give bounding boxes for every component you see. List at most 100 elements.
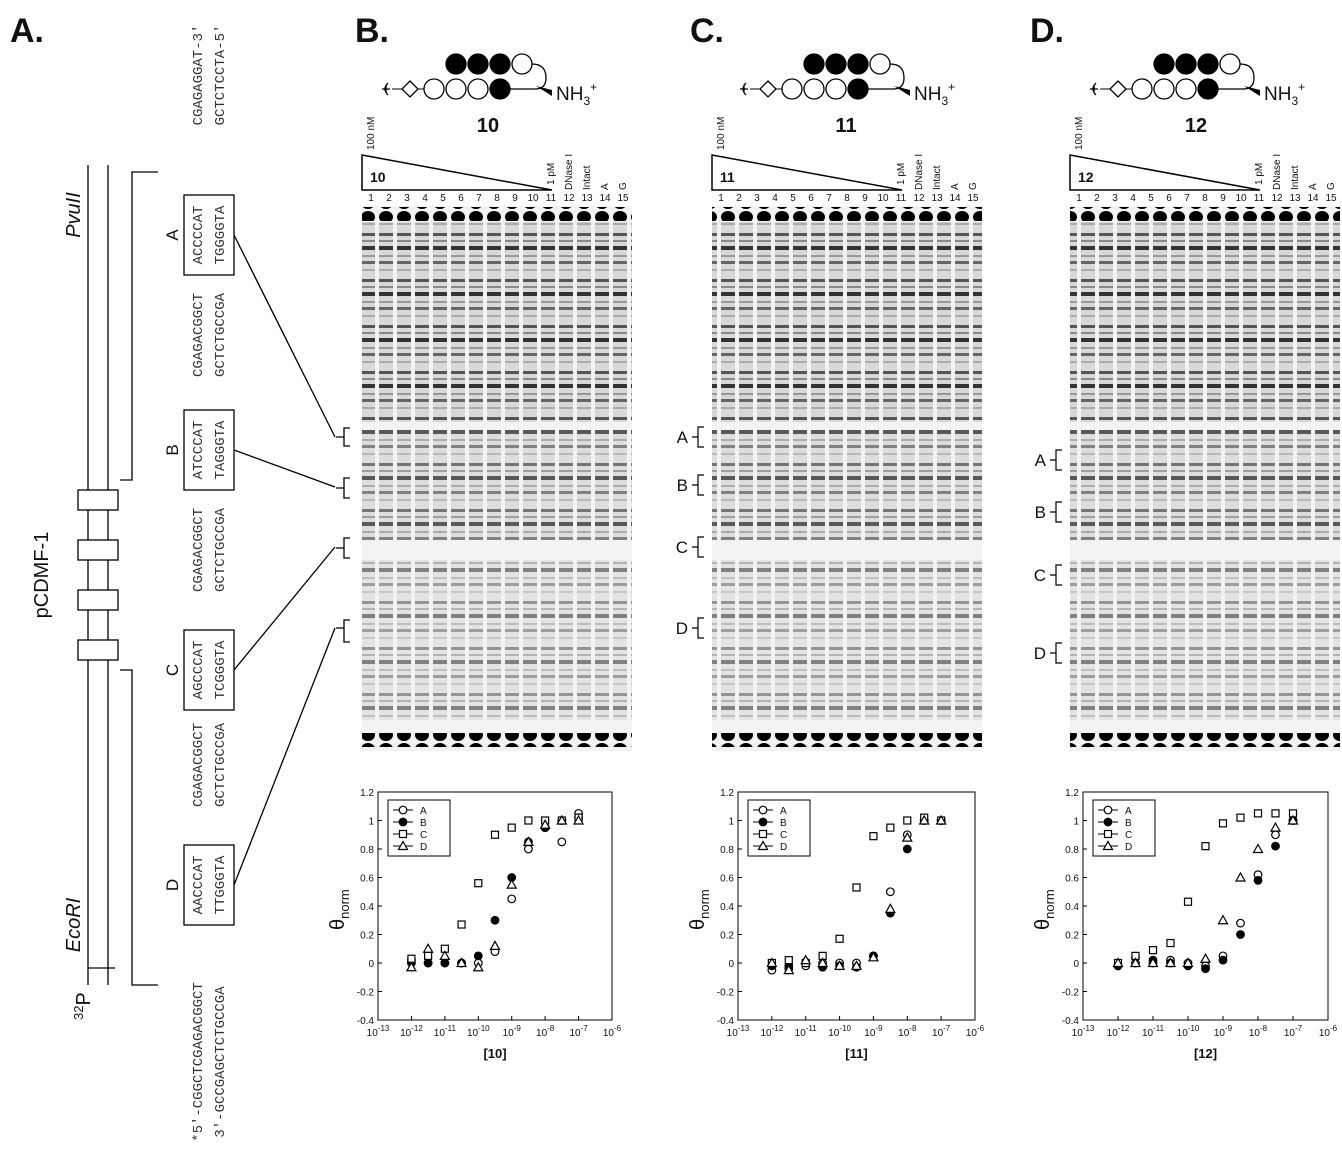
- tick-exponent: -6: [614, 1024, 622, 1033]
- tick-exponent: -8: [909, 1024, 917, 1033]
- tick-base: 10: [467, 1028, 479, 1039]
- site-bracket: [692, 536, 704, 558]
- lane-number: 15: [1325, 193, 1337, 204]
- legend-marker: [757, 840, 769, 851]
- marker: [407, 954, 416, 963]
- tick-base: 10: [503, 1028, 515, 1039]
- lane-label: G: [618, 182, 629, 190]
- marker: [405, 961, 417, 972]
- marker: [1201, 964, 1210, 974]
- tick-exponent: -7: [581, 1024, 589, 1033]
- marker: [1112, 957, 1124, 968]
- x-axis-label: [12]: [1194, 1046, 1217, 1061]
- marker: [422, 943, 434, 953]
- sequence-top: *5'-CGGCTCGAGACGGCT: [191, 982, 207, 1142]
- tick-base: 10: [828, 1028, 840, 1039]
- tick-base: 10: [727, 1028, 739, 1039]
- wedge: [711, 154, 903, 191]
- site-bracket: [692, 474, 704, 496]
- marker: [1218, 955, 1228, 965]
- marker: [817, 957, 829, 968]
- x-tick-label: 10-12: [400, 1024, 423, 1039]
- y-tick-label: -0.2: [357, 988, 375, 999]
- marker: [524, 816, 533, 825]
- marker: [1183, 897, 1193, 906]
- x-tick-label: 10-6: [966, 1024, 985, 1039]
- lane-number: 3: [1112, 193, 1118, 204]
- marker: [1148, 946, 1158, 955]
- legend-label: B: [780, 818, 787, 829]
- site-bracket: [692, 617, 704, 639]
- x-tick-label: 10-10: [1177, 1024, 1200, 1039]
- lane-number: 12: [913, 193, 925, 204]
- lane-number: 4: [772, 193, 778, 204]
- amine-sub: 3: [1291, 94, 1298, 108]
- legend-label: A: [420, 806, 427, 817]
- y-tick-label: 0: [728, 959, 734, 970]
- gel-bands: [362, 430, 632, 540]
- y-label-sub: norm: [697, 889, 712, 919]
- y-tick-label: 0.4: [360, 902, 374, 913]
- sequence-bottom: GCTCTCCTA-5': [213, 25, 229, 126]
- marker: [490, 915, 500, 925]
- isotope-label: 32P: [71, 992, 95, 1020]
- gel-wells: [1070, 733, 1340, 747]
- lane-label: G: [1326, 182, 1337, 190]
- gel-bands: [712, 430, 982, 540]
- lane-number: 10: [527, 193, 539, 204]
- molecule: [1089, 53, 1261, 100]
- lane-number: 6: [1166, 193, 1172, 204]
- sequence-top: CGAGACGGCT: [191, 293, 207, 377]
- wedge-label: 11: [720, 169, 735, 185]
- wedge: [1069, 154, 1261, 191]
- lane-number: 3: [754, 193, 760, 204]
- lane-number: 11: [896, 193, 907, 204]
- lane-label: G: [968, 182, 979, 190]
- lane-number: 10: [1235, 193, 1247, 204]
- marker: [850, 960, 863, 970]
- y-tick-label: 0.6: [1065, 874, 1079, 885]
- amine-charge: +: [590, 80, 597, 94]
- amine-base: NH: [556, 84, 583, 105]
- y-label-symbol: θ: [687, 919, 709, 930]
- marker: [902, 844, 912, 854]
- marker: [506, 878, 518, 889]
- sequence-bottom: GCTCTGCCGA: [213, 722, 229, 807]
- tick-exponent: -12: [411, 1024, 423, 1033]
- enzyme-label: EcoRI: [63, 897, 85, 952]
- lane-number: 13: [581, 193, 593, 204]
- tick-exponent: -7: [1295, 1024, 1303, 1033]
- x-tick-label: 10-11: [1142, 1024, 1165, 1039]
- conc-high: 100 nM: [1074, 117, 1085, 150]
- lane-number: 9: [512, 193, 518, 204]
- tick-exponent: -13: [738, 1024, 750, 1033]
- sequences: CGAGAGGAT-3' GCTCTCCTA-5' ACCCCAT TGGGGTA A C…: [163, 25, 229, 1142]
- panel-label: D.: [1030, 12, 1064, 50]
- legend-marker: [398, 829, 408, 839]
- lane-number: 4: [422, 193, 428, 204]
- marker: [490, 830, 500, 839]
- legend-label: D: [420, 842, 427, 853]
- tick-base: 10: [1249, 1028, 1261, 1039]
- amine-sub: 3: [583, 94, 590, 108]
- lane-number: 8: [844, 193, 850, 204]
- tick-exponent: -12: [772, 1024, 784, 1033]
- x-tick-label: 10-8: [898, 1024, 917, 1039]
- tick-base: 10: [569, 1028, 581, 1039]
- marker: [1164, 957, 1177, 968]
- marker: [901, 831, 913, 842]
- isotope-symbol: P: [73, 992, 95, 1005]
- tick-base: 10: [761, 1028, 773, 1039]
- site-label: D: [1034, 644, 1046, 663]
- tick-exponent: -6: [1330, 1024, 1338, 1033]
- y-label-symbol: θ: [327, 919, 349, 930]
- marker: [439, 950, 451, 960]
- site-label: A: [163, 229, 182, 241]
- lane-number: 1: [718, 193, 724, 204]
- tick-exponent: -10: [1188, 1024, 1200, 1033]
- amine: NH3+: [556, 80, 597, 108]
- tick-exponent: -8: [1260, 1024, 1268, 1033]
- tick-base: 10: [864, 1028, 876, 1039]
